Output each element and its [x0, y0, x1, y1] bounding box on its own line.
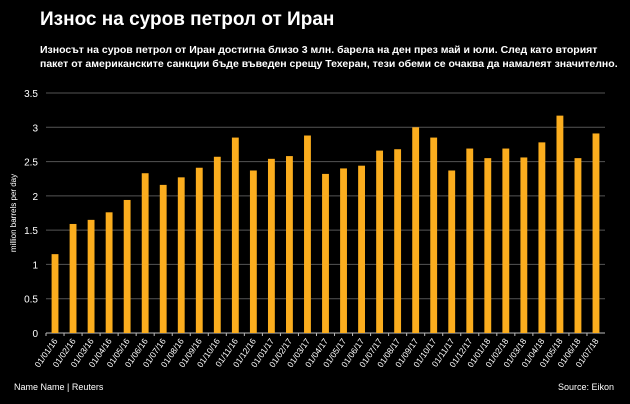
bar	[340, 168, 347, 333]
source-text: Source: Eikon	[557, 382, 614, 392]
bar	[484, 158, 492, 333]
bar	[213, 156, 221, 333]
bar	[556, 115, 564, 333]
y-tick-label: 1	[32, 260, 38, 271]
credit-text: Name Name | Reuters	[14, 382, 104, 392]
y-tick-label: 3	[32, 123, 38, 134]
bar	[592, 133, 600, 333]
bar	[267, 158, 275, 333]
bar	[448, 170, 456, 333]
y-axis-label: million barrels per day	[9, 174, 18, 252]
y-tick-label: 0	[32, 329, 38, 340]
bar	[538, 142, 546, 333]
bar	[376, 150, 384, 333]
bar	[574, 158, 582, 333]
bar	[51, 254, 59, 333]
bar	[502, 148, 510, 333]
bar	[141, 173, 149, 333]
bar	[322, 173, 329, 333]
y-tick-label: 3.5	[24, 89, 38, 100]
bar	[87, 219, 95, 333]
bar	[466, 148, 474, 333]
y-tick-label: 2	[32, 192, 38, 203]
y-tick-label: 0.5	[24, 295, 38, 306]
y-tick-label: 2.5	[24, 158, 38, 169]
chart-subtitle: Износът на суров петрол от Иран достигна…	[40, 44, 618, 70]
bar	[286, 156, 293, 333]
y-tick-label: 1.5	[24, 226, 38, 237]
bar	[412, 127, 420, 334]
bar	[394, 149, 402, 333]
bar	[105, 212, 113, 333]
bar	[123, 199, 131, 333]
bar	[195, 167, 203, 333]
bar	[69, 223, 77, 333]
bar	[249, 170, 257, 333]
bar	[430, 137, 438, 333]
chart-title: Износ на суров петрол от Иран	[40, 9, 335, 30]
bar	[159, 184, 167, 333]
bar	[520, 157, 528, 333]
bar	[304, 135, 311, 333]
bar	[358, 165, 365, 333]
bar	[177, 177, 185, 333]
bar	[231, 137, 239, 333]
